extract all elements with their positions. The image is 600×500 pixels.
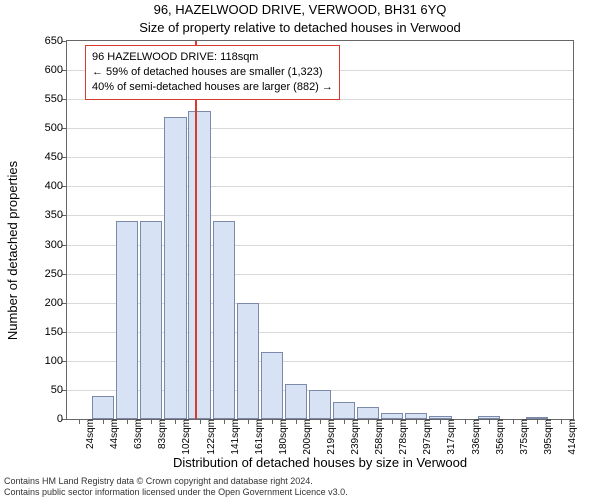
histogram-bar [237, 303, 259, 419]
x-tick-label: 297sqm [416, 419, 433, 455]
x-tick-label: 258sqm [368, 419, 385, 455]
grid-line [67, 186, 573, 187]
footer-line-2: Contains public sector information licen… [4, 487, 348, 498]
chart-subtitle: Size of property relative to detached ho… [0, 20, 600, 35]
y-tick-label: 150 [45, 326, 67, 338]
chart-title: 96, HAZELWOOD DRIVE, VERWOOD, BH31 6YQ [0, 2, 600, 17]
y-tick-label: 550 [45, 93, 67, 105]
histogram-bar [309, 390, 331, 419]
histogram-bar [140, 221, 162, 419]
y-tick-label: 650 [45, 35, 67, 47]
histogram-bar [526, 417, 548, 419]
x-tick-label: 83sqm [151, 419, 168, 449]
x-axis-label: Distribution of detached houses by size … [66, 455, 574, 470]
histogram-bar [92, 396, 114, 419]
y-tick-label: 600 [45, 64, 67, 76]
histogram-bar [357, 407, 379, 419]
y-tick-label: 450 [45, 151, 67, 163]
x-tick-label: 141sqm [224, 419, 241, 455]
x-tick-label: 161sqm [248, 419, 265, 455]
x-tick-label: 317sqm [440, 419, 457, 455]
footer-line-1: Contains HM Land Registry data © Crown c… [4, 476, 348, 487]
histogram-bar [261, 352, 283, 419]
x-tick-label: 180sqm [272, 419, 289, 455]
y-tick-label: 300 [45, 239, 67, 251]
grid-line [67, 157, 573, 158]
histogram-bar [213, 221, 235, 419]
x-tick-label: 414sqm [561, 419, 578, 455]
footer-attribution: Contains HM Land Registry data © Crown c… [4, 476, 348, 498]
x-tick-label: 63sqm [127, 419, 144, 449]
histogram-bar [429, 416, 451, 419]
info-box: 96 HAZELWOOD DRIVE: 118sqm← 59% of detac… [85, 45, 340, 100]
grid-line [67, 128, 573, 129]
x-tick-label: 200sqm [296, 419, 313, 455]
info-box-line-2: ← 59% of detached houses are smaller (1,… [92, 65, 333, 80]
x-tick-label: 336sqm [465, 419, 482, 455]
histogram-bar [478, 416, 500, 419]
x-tick-label: 375sqm [513, 419, 530, 455]
histogram-bar [381, 413, 403, 419]
x-tick-label: 44sqm [103, 419, 120, 449]
info-box-line-1: 96 HAZELWOOD DRIVE: 118sqm [92, 50, 333, 65]
histogram-bar [405, 413, 427, 419]
y-tick-label: 200 [45, 297, 67, 309]
grid-line [67, 215, 573, 216]
histogram-chart: 96, HAZELWOOD DRIVE, VERWOOD, BH31 6YQ S… [0, 0, 600, 500]
y-axis-label: Number of detached properties [6, 0, 20, 500]
y-tick-label: 400 [45, 180, 67, 192]
histogram-bar [285, 384, 307, 419]
y-tick-label: 350 [45, 209, 67, 221]
x-tick-label: 24sqm [79, 419, 96, 449]
x-tick-label: 395sqm [537, 419, 554, 455]
x-tick-label: 122sqm [200, 419, 217, 455]
x-tick-label: 278sqm [392, 419, 409, 455]
histogram-bar [116, 221, 138, 419]
y-tick-label: 500 [45, 122, 67, 134]
x-tick-label: 356sqm [489, 419, 506, 455]
x-tick-label: 219sqm [320, 419, 337, 455]
x-tick-label: 239sqm [344, 419, 361, 455]
y-tick-label: 250 [45, 268, 67, 280]
histogram-bar [333, 402, 355, 419]
y-tick-label: 100 [45, 355, 67, 367]
y-tick-label: 50 [51, 384, 67, 396]
info-box-line-3: 40% of semi-detached houses are larger (… [92, 80, 333, 95]
histogram-bar [164, 117, 186, 419]
plot-area: 0501001502002503003504004505005506006502… [66, 40, 574, 420]
histogram-bar [188, 111, 210, 419]
y-tick-label: 0 [57, 413, 67, 425]
x-tick-label: 102sqm [175, 419, 192, 455]
